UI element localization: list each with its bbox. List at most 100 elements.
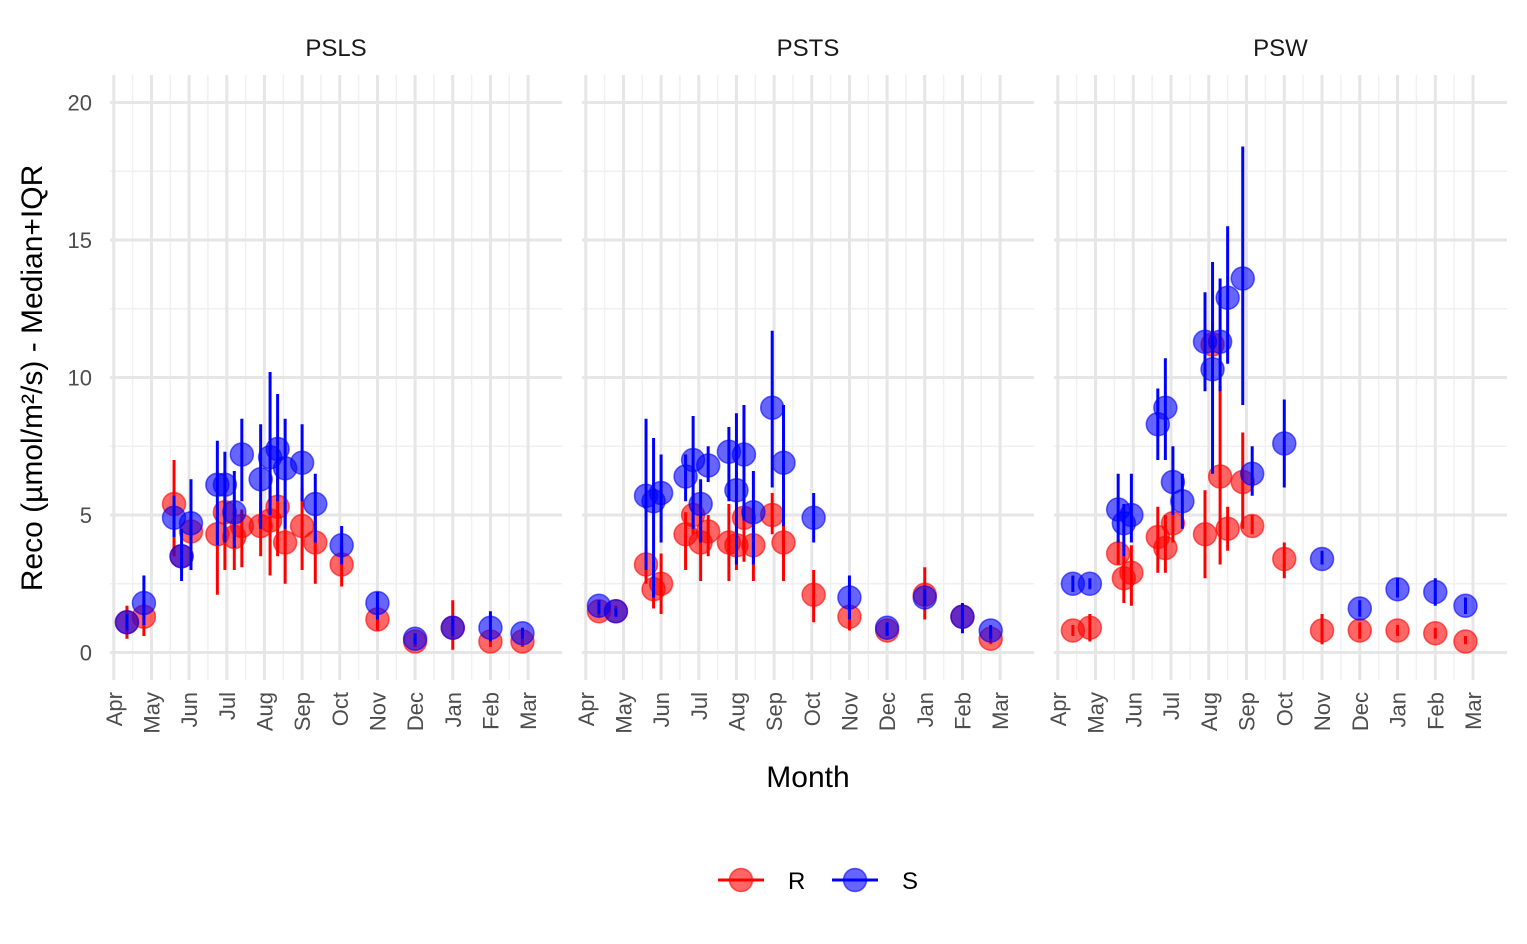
x-tick-label: Oct: [328, 692, 353, 726]
data-point: [1119, 560, 1144, 585]
data-point: [212, 472, 238, 497]
x-tick-label: Aug: [1197, 692, 1222, 731]
panel-title: PSLS: [305, 35, 366, 62]
data-point: [741, 500, 766, 525]
data-point: [1200, 357, 1225, 382]
legend-label: S: [902, 868, 918, 895]
data-point: [1077, 615, 1103, 640]
data-point: [169, 544, 194, 569]
legend-key-point: [842, 867, 868, 893]
x-tick-label: Jan: [913, 692, 938, 727]
data-point: [1077, 571, 1103, 596]
x-tick-label: Mar: [988, 692, 1013, 730]
legend-entry-r: R: [718, 867, 805, 895]
panel-title: PSW: [1253, 35, 1308, 62]
data-point: [1153, 395, 1178, 420]
data-point: [440, 615, 466, 640]
data-point: [912, 585, 938, 610]
y-tick-label: 10: [68, 366, 92, 391]
x-tick-label: Jul: [687, 692, 712, 720]
legend-entry-s: S: [832, 867, 918, 895]
series-s: [586, 330, 1003, 643]
data-point: [402, 626, 428, 651]
data-point: [1239, 513, 1265, 539]
data-point: [759, 395, 785, 420]
data-point: [1207, 329, 1233, 354]
data-point: [978, 618, 1003, 643]
x-tick-label: Dec: [403, 692, 428, 731]
data-point: [1192, 522, 1218, 547]
x-tick-label: Jun: [177, 692, 202, 727]
panel-psts: PSTS Apr May Jun Jul Aug Sep Oct Nov Dec Jan Feb Mar: [574, 35, 1034, 734]
x-tick-label: Aug: [252, 692, 277, 731]
data-point: [289, 450, 315, 475]
data-point: [178, 511, 204, 536]
data-point: [272, 530, 298, 555]
x-tick-label: Apr: [102, 692, 127, 726]
x-tick-label: Mar: [1461, 692, 1486, 730]
data-point: [365, 590, 390, 616]
data-point: [1215, 285, 1240, 310]
data-point: [1423, 579, 1448, 605]
data-point: [1385, 577, 1410, 602]
y-axis-title: Reco (µmol/m²/s) - Median+IQR: [16, 165, 49, 592]
x-tick-label: Feb: [950, 692, 975, 730]
data-point: [648, 571, 674, 596]
series-r: [1060, 322, 1478, 654]
x-tick-label: Sep: [762, 692, 787, 731]
data-point: [801, 582, 826, 607]
data-point: [731, 442, 757, 467]
data-point: [1423, 621, 1448, 646]
legend-key-point: [728, 867, 754, 893]
x-tick-label: Oct: [1272, 692, 1297, 726]
data-point: [688, 491, 713, 517]
data-point: [1207, 464, 1233, 489]
panel-psw: PSW Apr May Jun Jul Aug Sep Oct Nov Dec Jan Feb Mar: [1046, 35, 1507, 734]
x-tick-label: Feb: [1423, 692, 1448, 730]
x-axis-title: Month: [766, 761, 849, 794]
data-point: [229, 442, 255, 467]
data-point: [1453, 593, 1478, 618]
x-tick-label: Oct: [800, 692, 825, 726]
x-tick-label: Mar: [516, 692, 541, 730]
y-tick-label: 0: [80, 641, 92, 666]
data-point: [1153, 535, 1178, 561]
panel-psls: PSLS Apr May Jun Jul Aug Sep Oct Nov Dec Jan Feb Mar…: [68, 35, 562, 734]
data-point: [724, 478, 749, 503]
data-point: [695, 453, 721, 478]
data-point: [1309, 618, 1335, 643]
panels-layer: PSLS Apr May Jun Jul Aug Sep Oct Nov Dec Jan Feb Mar…: [68, 35, 1507, 734]
series-s: [1060, 146, 1478, 621]
x-tick-label: Jan: [1386, 692, 1411, 727]
data-point: [1239, 461, 1265, 486]
data-point: [1230, 266, 1255, 291]
x-tick-label: Apr: [1046, 692, 1071, 726]
x-tick-label: Sep: [290, 692, 315, 731]
x-tick-label: May: [1084, 692, 1109, 734]
x-tick-label: Jun: [1121, 692, 1146, 727]
data-point: [1385, 618, 1410, 643]
x-tick-label: Nov: [837, 692, 862, 731]
x-tick-label: Dec: [875, 692, 900, 731]
data-point: [1170, 489, 1195, 514]
data-point: [771, 450, 796, 475]
data-point: [329, 533, 354, 558]
data-point: [510, 621, 535, 646]
data-point: [874, 615, 900, 640]
data-point: [222, 500, 247, 525]
y-tick-label: 15: [68, 228, 92, 253]
data-point: [303, 491, 328, 517]
data-point: [950, 604, 975, 629]
data-point: [248, 467, 273, 492]
data-point: [1347, 596, 1373, 621]
data-point: [131, 590, 157, 616]
data-point: [1272, 546, 1297, 572]
y-tick-label: 5: [80, 503, 92, 528]
data-point: [1453, 629, 1478, 654]
x-tick-label: Nov: [365, 692, 390, 731]
data-point: [603, 599, 629, 624]
x-tick-label: May: [139, 692, 164, 734]
data-point: [695, 519, 721, 544]
